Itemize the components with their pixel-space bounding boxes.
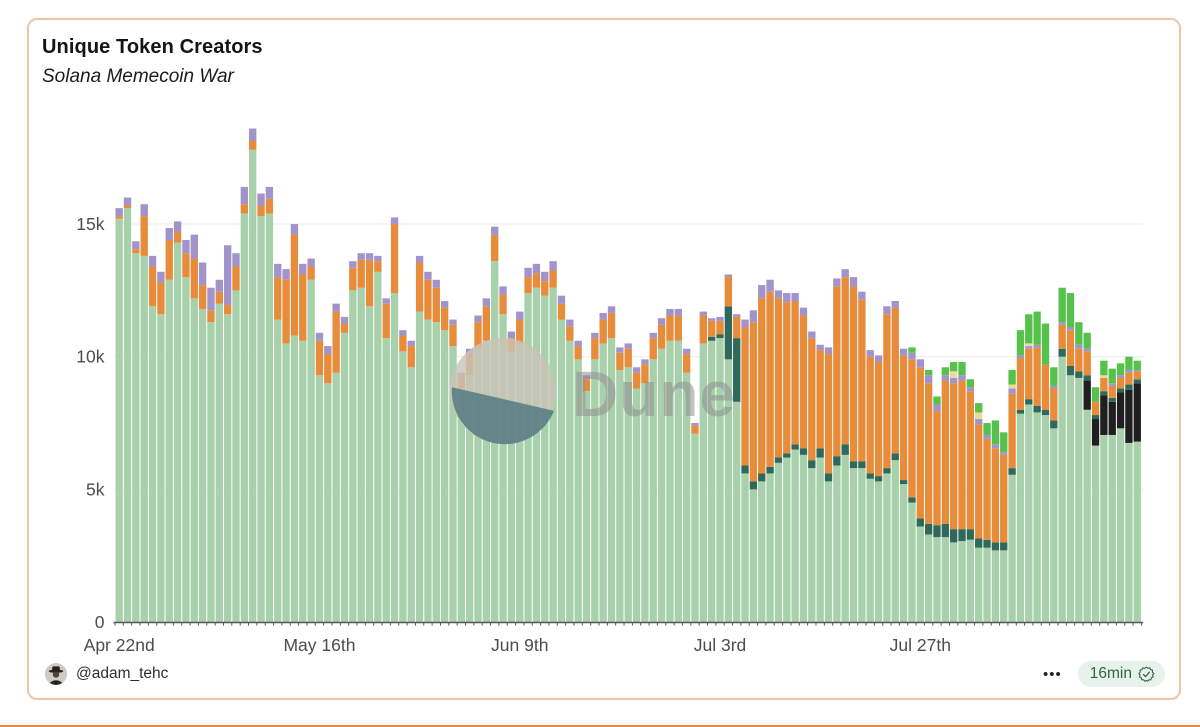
svg-text:10k: 10k xyxy=(76,347,104,367)
svg-text:15k: 15k xyxy=(76,214,104,234)
dune-watermark-text: Dune xyxy=(572,358,736,430)
x-axis-labels: Apr 22nd May 16th Jun 9th Jul 3rd Jul 27th xyxy=(84,635,951,655)
detective-avatar-icon xyxy=(45,663,67,685)
author-block: @adam_tehc xyxy=(45,663,168,685)
y-axis-labels: 0 5k 10k 15k xyxy=(76,214,104,632)
chart-subtitle: Solana Memecoin War xyxy=(42,66,234,87)
footer-actions: ••• 16min xyxy=(1043,661,1165,687)
x-axis xyxy=(113,621,1143,626)
chart-title: Unique Token Creators xyxy=(42,36,263,58)
bars xyxy=(115,128,1141,623)
svg-text:Jul 27th: Jul 27th xyxy=(890,635,951,655)
refresh-age-label: 16min xyxy=(1089,665,1132,682)
svg-text:5k: 5k xyxy=(86,479,105,499)
author-avatar xyxy=(45,663,67,685)
author-handle[interactable]: @adam_tehc xyxy=(76,665,169,682)
svg-text:Apr 22nd: Apr 22nd xyxy=(84,635,155,655)
ellipsis-menu-button[interactable]: ••• xyxy=(1043,665,1062,683)
svg-text:Jul 3rd: Jul 3rd xyxy=(694,635,747,655)
svg-text:May 16th: May 16th xyxy=(283,635,355,655)
page-bottom-accent-line xyxy=(0,725,1200,727)
verified-check-icon xyxy=(1138,666,1155,682)
svg-text:0: 0 xyxy=(95,612,105,632)
svg-text:Jun 9th: Jun 9th xyxy=(491,635,548,655)
refresh-badge[interactable]: 16min xyxy=(1077,661,1165,687)
card-footer: @adam_tehc ••• 16min xyxy=(45,659,1165,689)
